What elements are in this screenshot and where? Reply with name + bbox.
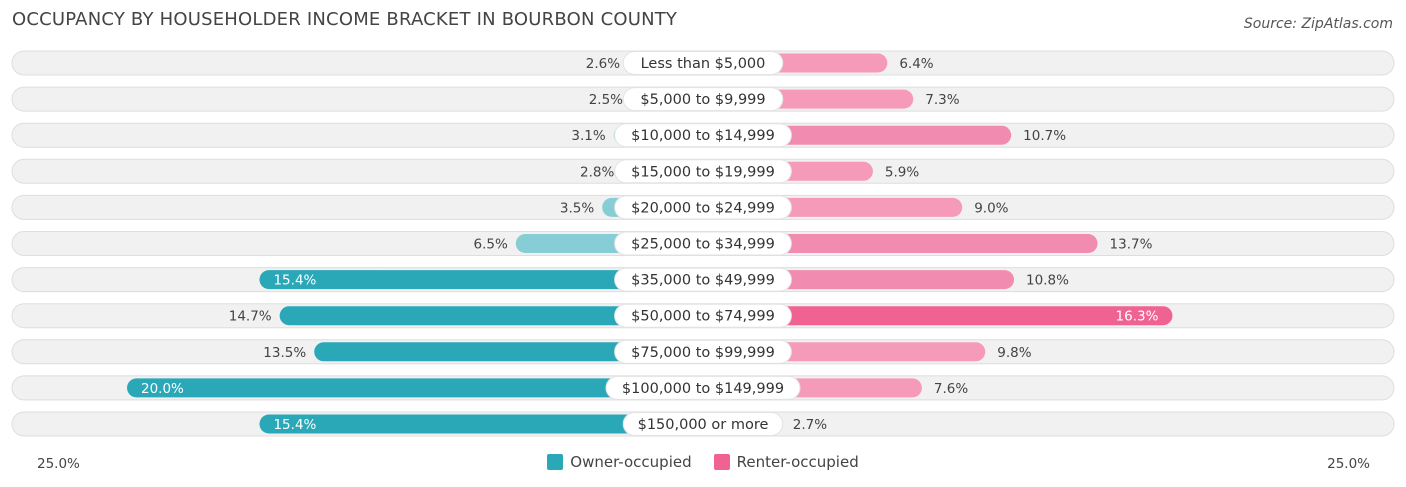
owner-bar (314, 342, 713, 362)
category-pill (614, 159, 792, 184)
owner-value-label: 20.0% (141, 381, 184, 397)
renter-value-label: 10.8% (1026, 273, 1069, 289)
category-pill (614, 123, 792, 148)
category-pill (614, 303, 792, 328)
renter-value-label: 5.9% (885, 164, 919, 180)
renter-value-label: 16.3% (1116, 309, 1159, 325)
legend-item-owner: Owner-occupied (547, 453, 692, 471)
category-label: $20,000 to $24,999 (631, 200, 775, 216)
category-pill (605, 375, 801, 400)
renter-value-label: 9.0% (974, 200, 1008, 216)
axis-min-label: 25.0% (37, 456, 80, 472)
category-pill (614, 231, 792, 256)
legend-label-renter: Renter-occupied (736, 453, 859, 471)
category-label: $150,000 or more (638, 417, 769, 433)
category-pill (622, 87, 784, 112)
owner-value-label: 2.8% (580, 164, 614, 180)
legend-swatch-renter (713, 454, 730, 470)
renter-bar (693, 234, 1098, 253)
owner-value-label: 2.6% (586, 56, 620, 72)
category-label: $35,000 to $49,999 (631, 273, 775, 289)
category-label: $75,000 to $99,999 (631, 345, 775, 361)
chart-title: OCCUPANCY BY HOUSEHOLDER INCOME BRACKET … (12, 9, 678, 30)
owner-bar (127, 378, 713, 398)
category-pill (614, 339, 792, 364)
category-label: Less than $5,000 (641, 56, 766, 72)
renter-value-label: 7.3% (925, 92, 959, 108)
owner-value-label: 3.1% (571, 128, 605, 144)
category-label: $100,000 to $149,999 (622, 381, 784, 397)
owner-value-label: 6.5% (473, 237, 507, 253)
renter-value-label: 13.7% (1110, 237, 1153, 253)
owner-value-label: 2.5% (589, 92, 623, 108)
category-label: $50,000 to $74,999 (631, 309, 775, 325)
owner-bar (259, 414, 713, 434)
owner-value-label: 13.5% (263, 345, 306, 361)
category-label: $25,000 to $34,999 (631, 237, 775, 253)
category-pill (614, 195, 792, 220)
owner-bar (279, 306, 713, 326)
owner-value-label: 15.4% (273, 417, 316, 433)
category-pill (622, 412, 784, 436)
owner-value-label: 15.4% (273, 273, 316, 289)
renter-value-label: 10.7% (1023, 128, 1066, 144)
category-label: $10,000 to $14,999 (631, 128, 775, 144)
renter-value-label: 2.7% (793, 417, 827, 433)
category-label: $5,000 to $9,999 (640, 92, 765, 108)
legend-label-owner: Owner-occupied (570, 453, 692, 471)
owner-bar (259, 270, 713, 290)
renter-bar (693, 306, 1173, 326)
axis-max-label: 25.0% (1327, 456, 1370, 472)
owner-value-label: 3.5% (560, 200, 594, 216)
renter-value-label: 7.6% (934, 381, 968, 397)
legend-item-renter: Renter-occupied (713, 453, 859, 471)
owner-value-label: 14.7% (229, 309, 272, 325)
legend: Owner-occupied Renter-occupied (0, 453, 1406, 471)
chart-source: Source: ZipAtlas.com (1243, 16, 1393, 32)
category-pill (622, 51, 784, 75)
legend-swatch-owner (547, 454, 564, 470)
renter-value-label: 6.4% (899, 56, 933, 72)
category-pill (614, 267, 792, 292)
renter-value-label: 9.8% (997, 345, 1031, 361)
category-label: $15,000 to $19,999 (631, 164, 775, 180)
